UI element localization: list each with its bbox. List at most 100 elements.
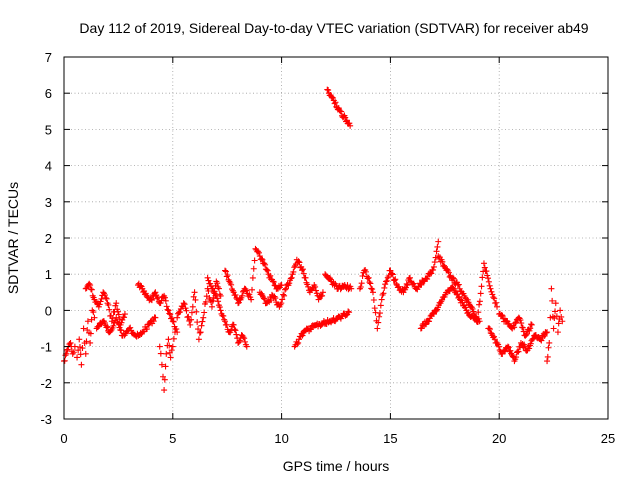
chart-title: Day 112 of 2019, Sidereal Day-to-day VTE… [79, 20, 588, 36]
data-point [295, 339, 302, 346]
data-point [389, 271, 396, 278]
data-point [70, 349, 77, 356]
data-point [512, 320, 519, 327]
x-tick-label: 0 [60, 431, 67, 446]
y-tick-label: 3 [45, 195, 52, 210]
y-axis-label: SDTVAR / TECUs [5, 182, 21, 294]
data-point [121, 314, 128, 321]
data-point [169, 343, 176, 350]
data-point [490, 294, 497, 301]
data-point [223, 321, 230, 328]
data-point [88, 286, 95, 293]
data-point [208, 303, 215, 310]
data-point [67, 339, 74, 346]
data-point [161, 376, 168, 383]
data-point [91, 314, 98, 321]
data-point [118, 327, 125, 334]
data-point [299, 267, 306, 274]
data-point [286, 280, 293, 287]
data-point [195, 326, 202, 333]
data-point [299, 332, 306, 339]
data-point [165, 307, 172, 314]
data-point [433, 248, 440, 255]
data-point [375, 319, 382, 326]
data-point [546, 339, 553, 346]
data-point [190, 293, 197, 300]
data-point [404, 282, 411, 289]
data-point [267, 272, 274, 279]
data-point [391, 277, 398, 284]
data-point [278, 300, 285, 307]
data-point [315, 296, 322, 303]
data-point [348, 285, 355, 292]
data-point [223, 273, 230, 280]
data-point [486, 325, 493, 332]
data-point [480, 260, 487, 267]
y-tick-label: 7 [45, 50, 52, 65]
data-point [142, 290, 149, 297]
data-point [513, 354, 520, 361]
data-point [395, 283, 402, 290]
data-point [215, 298, 222, 305]
data-point [242, 286, 249, 293]
data-point [198, 322, 205, 329]
data-point [368, 285, 375, 292]
data-point [364, 275, 371, 282]
data-point [332, 99, 339, 106]
data-point [504, 343, 511, 350]
y-tick-label: -2 [40, 376, 52, 391]
data-point [163, 303, 170, 310]
data-point [491, 295, 498, 302]
data-point [552, 308, 559, 315]
data-point [517, 317, 524, 324]
data-point [259, 256, 266, 263]
data-point [187, 321, 194, 328]
data-point [449, 284, 456, 291]
data-point [486, 282, 493, 289]
data-point [220, 312, 227, 319]
data-point [281, 292, 288, 299]
data-point [265, 297, 272, 304]
data-point [75, 347, 82, 354]
data-point [543, 329, 550, 336]
data-point [455, 281, 462, 288]
data-point [167, 311, 174, 318]
data-point [369, 289, 376, 296]
axis-ticks: 0 5 10 15 20 25 -3 -2 -1 0 1 2 3 4 5 6 7 [40, 50, 615, 446]
data-point [115, 311, 122, 318]
data-point [471, 310, 478, 317]
data-point [243, 287, 250, 294]
data-point [338, 108, 345, 115]
data-point [171, 329, 178, 336]
data-point [337, 286, 344, 293]
data-point [511, 324, 518, 331]
data-point [376, 310, 383, 317]
data-point [168, 347, 175, 354]
data-point [456, 293, 463, 300]
data-point [231, 326, 238, 333]
data-point [217, 307, 224, 314]
data-point [216, 304, 223, 311]
data-point [302, 274, 309, 281]
data-point [430, 311, 437, 318]
data-point [155, 294, 162, 301]
data-point [346, 120, 353, 127]
data-point [406, 274, 413, 281]
data-point [195, 336, 202, 343]
data-point [154, 295, 161, 302]
data-point [163, 350, 170, 357]
data-point [299, 266, 306, 273]
data-point [363, 268, 370, 275]
data-point [199, 318, 206, 325]
data-point [489, 291, 496, 298]
data-point [110, 322, 117, 329]
data-point [168, 314, 175, 321]
data-point [188, 309, 195, 316]
data-point [376, 313, 383, 320]
data-point [491, 333, 498, 340]
data-point [167, 354, 174, 361]
data-point [554, 329, 561, 336]
data-point [278, 282, 285, 289]
data-point [545, 344, 552, 351]
data-point [235, 339, 242, 346]
